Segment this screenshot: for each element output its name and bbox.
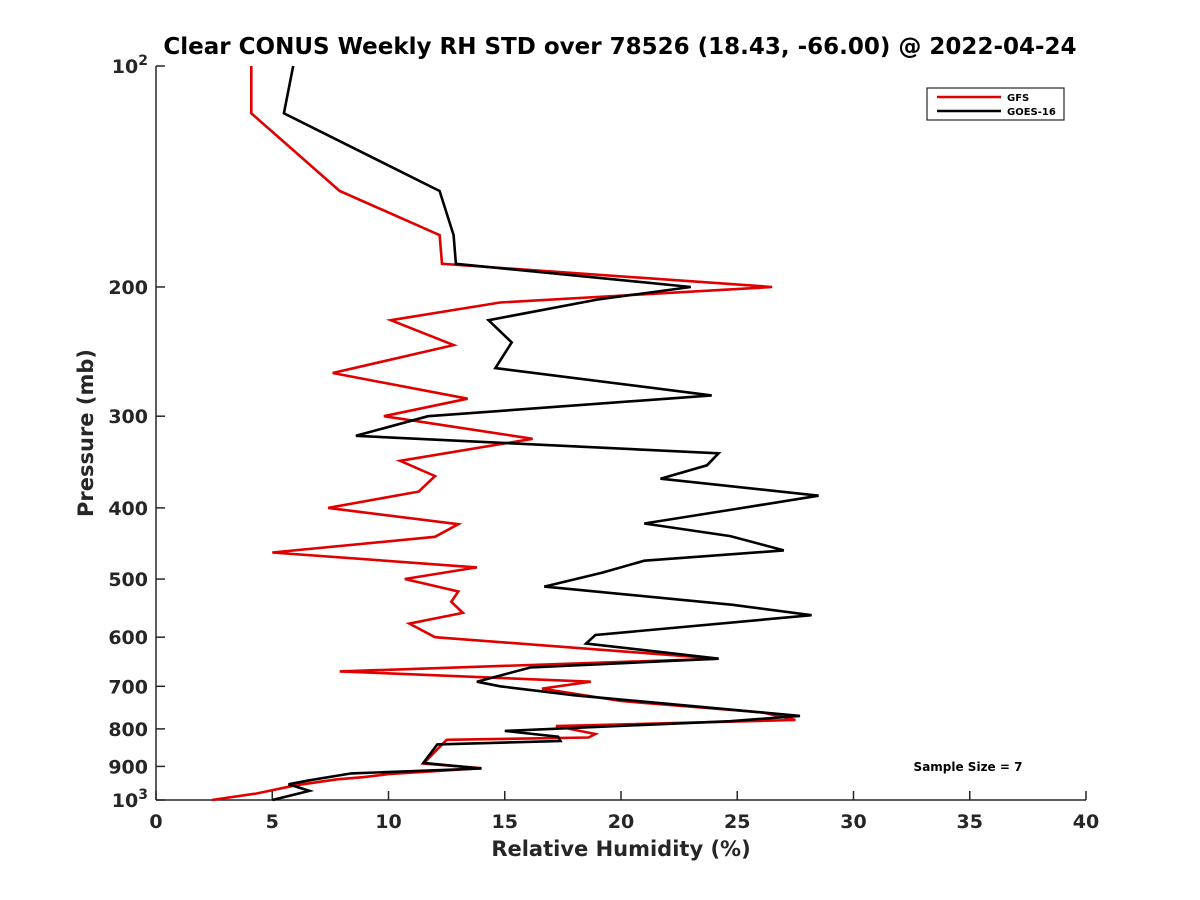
y-tick-label: 900 — [108, 756, 148, 778]
x-tick-label: 30 — [840, 811, 866, 833]
series-layer — [211, 65, 819, 802]
y-tick-label: 700 — [108, 676, 148, 698]
x-tick-label: 5 — [266, 811, 279, 833]
y-tick-label: 500 — [108, 569, 148, 591]
y-tick-label: 400 — [108, 498, 148, 520]
chart-title: Clear CONUS Weekly RH STD over 78526 (18… — [163, 34, 1076, 60]
x-tick-label: 10 — [375, 811, 401, 833]
series-line-gfs — [211, 66, 796, 802]
x-tick-label: 15 — [492, 811, 518, 833]
x-tick-label: 25 — [724, 811, 750, 833]
x-ticks: 0 5 10 15 20 25 30 35 40 — [149, 791, 1099, 833]
y-ticks: 102 200 300 400 500 600 700 800 900 103 — [108, 53, 165, 812]
y-tick-label: 102 — [112, 53, 148, 78]
y-axis-title: Pressure (mb) — [74, 349, 98, 517]
legend-label-gfs: GFS — [1007, 93, 1029, 104]
y-tick-label: 200 — [108, 277, 148, 299]
series-line-goes-16 — [271, 65, 819, 802]
y-tick-label: 800 — [108, 719, 148, 741]
sample-size-annotation: Sample Size = 7 — [914, 760, 1023, 774]
x-tick-label: 40 — [1073, 811, 1099, 833]
legend-box — [926, 87, 1065, 121]
x-tick-label: 35 — [957, 811, 983, 833]
y-tick-label: 300 — [108, 406, 148, 428]
x-tick-label: 20 — [608, 811, 634, 833]
x-tick-label: 0 — [149, 811, 162, 833]
legend-label-goes16: GOES-16 — [1007, 107, 1056, 118]
y-tick-label: 103 — [112, 787, 148, 812]
x-axis-title: Relative Humidity (%) — [491, 837, 750, 861]
legend: GFS GOES-16 — [926, 87, 1065, 121]
y-tick-label: 600 — [108, 627, 148, 649]
